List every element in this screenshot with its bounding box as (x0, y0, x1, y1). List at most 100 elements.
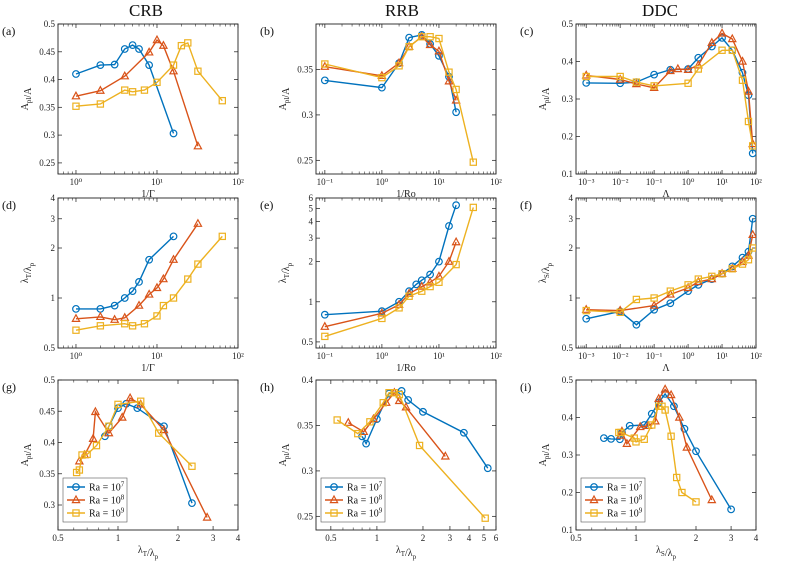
axis-label-sub: p (155, 553, 159, 561)
axis-label-part: λ (538, 278, 549, 283)
axis-label-sub: pl (25, 454, 33, 460)
y-tick-label: 0.25 (39, 158, 55, 168)
series-line (586, 234, 754, 312)
axis-label-part: A (541, 443, 552, 451)
data-point (440, 451, 450, 460)
data-point (359, 426, 369, 436)
y-tick-label: 3 (309, 233, 314, 243)
data-point (95, 85, 105, 94)
series-line (75, 44, 175, 134)
y-tick-label: 1 (309, 297, 314, 307)
data-point (728, 46, 736, 54)
y-tick-label: 0.5 (302, 337, 314, 347)
y-axis-label: Apl/A (538, 87, 552, 110)
data-point (678, 488, 686, 497)
data-point (75, 466, 84, 474)
x-tick-label: 10⁰ (376, 177, 389, 187)
legend-marker (72, 483, 80, 491)
data-point (666, 287, 675, 295)
legend-label: Ra = 108 (607, 494, 643, 507)
y-tick-label: 0.2 (562, 488, 573, 498)
y-tick-label: 0.4 (562, 57, 574, 67)
data-point (72, 326, 80, 334)
data-point (617, 428, 625, 437)
data-point (321, 60, 329, 68)
data-point (134, 300, 144, 309)
data-point (362, 439, 371, 448)
data-point (152, 282, 162, 292)
data-point (650, 70, 659, 79)
data-point (452, 260, 460, 269)
axis-label-part: / (665, 548, 668, 559)
legend-marker (330, 483, 338, 491)
data-point (632, 320, 641, 329)
data-point (158, 273, 169, 283)
y-tick-label: 0.3 (302, 466, 314, 476)
axis-label-sub: p (28, 262, 36, 266)
panel-letter: (i) (520, 380, 531, 394)
data-point (168, 254, 179, 263)
data-point (444, 76, 454, 85)
axis-label-sub: pl (283, 454, 291, 460)
y-tick-label: 0.3 (44, 130, 56, 140)
y-tick-label: 0.3 (562, 450, 574, 460)
axis-label-sub: p (672, 553, 676, 561)
legend-label-exp: 9 (639, 507, 643, 515)
legend-label-base: Ra = 10 (347, 509, 379, 520)
data-point (707, 494, 717, 504)
data-point (395, 304, 403, 312)
data-point (581, 70, 591, 79)
data-point (717, 28, 727, 37)
x-axis-label: Λ (662, 363, 670, 374)
series-line (324, 34, 457, 113)
data-point (418, 33, 426, 41)
y-tick-label: 0.4 (44, 438, 56, 448)
axis-label-part: A (20, 102, 31, 110)
x-tick-label: 10² (750, 177, 762, 187)
x-tick-label: 10⁰ (70, 177, 83, 187)
data-point (343, 417, 353, 426)
data-point (120, 70, 130, 80)
x-tick-label: 6 (494, 533, 499, 543)
data-point (650, 294, 658, 302)
axes-frame (57, 197, 239, 349)
legend-label: Ra = 109 (607, 507, 643, 520)
series-line (76, 235, 174, 310)
series-line (336, 392, 486, 519)
data-point (188, 462, 196, 470)
axis-label-part: Ro (404, 189, 416, 200)
legend-marker (72, 509, 80, 517)
data-point (682, 442, 692, 451)
data-point (749, 244, 756, 252)
data-point (718, 33, 726, 42)
x-tick-label: 2 (694, 533, 699, 543)
data-point (96, 61, 105, 70)
y-axis-label: Apl/A (538, 443, 552, 466)
data-point (684, 79, 692, 87)
data-point (632, 78, 641, 86)
panel-letter: (e) (260, 198, 273, 212)
legend-label-exp: 8 (379, 494, 383, 502)
legend-label: Ra = 108 (347, 494, 383, 507)
data-point (320, 61, 330, 70)
x-tick-label: 10² (490, 177, 502, 187)
panel-letter: (b) (260, 24, 274, 38)
data-point (152, 34, 162, 44)
axis-label-part: Ro (404, 363, 416, 374)
data-point (194, 67, 202, 75)
series-line (586, 49, 754, 147)
x-tick-label: 10⁻² (612, 177, 629, 187)
data-point (616, 308, 624, 317)
legend-label-exp: 7 (639, 481, 643, 489)
x-tick-label: 5 (482, 533, 487, 543)
x-tick-label: 10¹ (433, 177, 445, 187)
data-point (137, 397, 145, 405)
x-axis-label: λT/λp (138, 545, 159, 561)
x-axis-label: 1/Γ (141, 363, 155, 374)
axes-frame (575, 379, 757, 531)
axes-frame (315, 379, 497, 531)
